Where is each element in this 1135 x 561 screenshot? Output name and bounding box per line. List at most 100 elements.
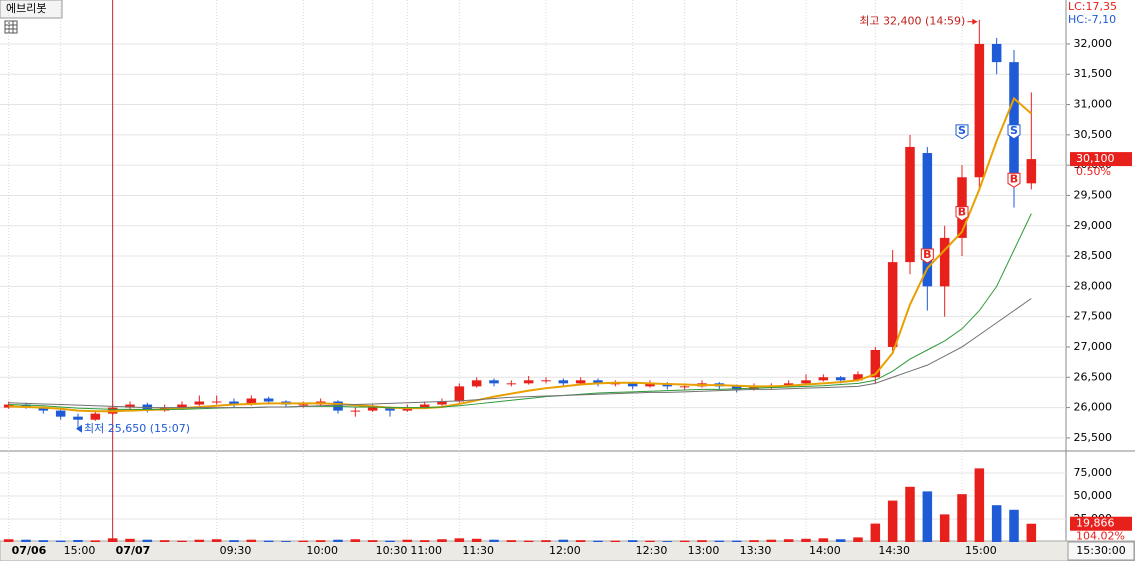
x-tick-label: 10:00: [306, 544, 338, 557]
volume-bar: [991, 505, 1002, 542]
volume-bar: [21, 539, 31, 542]
last-change: 0.50%: [1076, 165, 1111, 178]
volume-bar: [922, 491, 933, 542]
candle-body: [575, 380, 586, 384]
volume-bar: [853, 537, 863, 542]
y-tick-label: 26,500: [1074, 370, 1113, 383]
candle-body: [610, 383, 621, 385]
candle-body: [835, 377, 846, 381]
grid-icon[interactable]: [4, 20, 18, 34]
y-tick-label: 75,000: [1074, 466, 1113, 479]
high-arrowhead: [972, 18, 978, 25]
volume-bar: [939, 514, 950, 542]
candle-body: [974, 43, 985, 178]
candle-body: [437, 401, 447, 405]
volume-bar: [298, 540, 309, 542]
volume-bar: [610, 540, 621, 542]
candle-body: [454, 386, 465, 402]
candle-body: [627, 383, 638, 387]
volume-bar: [333, 539, 343, 542]
candle-body: [229, 401, 239, 405]
volume-bar: [974, 468, 985, 542]
symbol-box[interactable]: [0, 0, 63, 19]
signal-marker: [1007, 124, 1021, 140]
x-tick-label: 15:00: [64, 544, 96, 557]
candle-body: [801, 380, 811, 384]
volume-bar: [957, 494, 967, 542]
volume-bar: [350, 539, 361, 542]
x-tick-label: 11:30: [462, 544, 494, 557]
volume-bar: [385, 540, 395, 542]
volume-bar: [575, 540, 586, 542]
low-arrowhead: [76, 424, 82, 433]
candle-body: [177, 404, 187, 408]
x-tick-label: 13:30: [740, 544, 772, 557]
signal-label: S: [1010, 124, 1018, 137]
candle-body: [211, 401, 222, 403]
y-tick-label: 28,500: [1074, 249, 1113, 262]
volume-bar: [645, 540, 655, 542]
volume-bar: [471, 538, 482, 542]
x-tick-label: 07/07: [116, 544, 151, 557]
volume-bar: [437, 539, 447, 542]
volume-bar: [263, 540, 274, 542]
high-note: 최고 32,400 (14:59): [859, 15, 965, 28]
x-tick-label: 14:30: [878, 544, 910, 557]
volume-bar: [818, 538, 829, 542]
volume-bar: [662, 541, 673, 542]
volume-bar: [211, 539, 222, 542]
signal-marker: [955, 124, 969, 140]
candle-body: [1009, 62, 1019, 184]
volume-bar: [679, 540, 690, 542]
volume-bar: [506, 540, 517, 542]
volume-bar: [731, 540, 742, 542]
y-tick-label: 29,000: [1074, 219, 1113, 232]
candle-body: [645, 383, 655, 387]
last-price-box: [1070, 152, 1132, 167]
volume-bar: [766, 539, 777, 542]
candle-body: [818, 377, 829, 381]
x-tick-label: 10:30: [376, 544, 408, 557]
x-tick-label: 11:00: [410, 544, 442, 557]
signal-label: S: [958, 124, 966, 137]
x-tick-label: 13:00: [688, 544, 720, 557]
candle-body: [194, 401, 205, 405]
signal-label: B: [923, 248, 931, 261]
candle-body: [298, 404, 309, 406]
hc-label: HC:-7,10: [1068, 13, 1116, 26]
y-tick-label: 28,000: [1074, 279, 1113, 292]
candle-body: [419, 404, 430, 408]
y-tick-label: 29,500: [1074, 188, 1113, 201]
volume-bar: [3, 539, 14, 542]
signal-label: B: [1010, 172, 1018, 185]
x-tick-label: 07/06: [12, 544, 47, 557]
y-tick-label: 25,500: [1074, 431, 1113, 444]
volume-bar: [90, 540, 101, 542]
y-tick-label: 30,500: [1074, 128, 1113, 141]
volume-bar: [558, 539, 569, 542]
cursor-time-box: [1067, 541, 1135, 561]
volume-bar: [454, 538, 465, 542]
volume-bar: [870, 523, 881, 542]
x-tick-label: 09:30: [220, 544, 252, 557]
candle-body: [541, 380, 551, 382]
candle-body: [38, 407, 49, 411]
candle-body: [887, 262, 898, 347]
volume-bar: [783, 539, 794, 542]
y-tick-label: 26,000: [1074, 401, 1113, 414]
volume-bar: [142, 539, 153, 542]
symbol: 에브리봇: [6, 2, 46, 15]
candle-body: [523, 380, 534, 384]
y-tick-label: 32,000: [1074, 37, 1113, 50]
candle-body: [471, 380, 482, 387]
candle-body: [558, 380, 569, 384]
volume-bar: [1009, 509, 1019, 542]
candle-body: [90, 413, 101, 420]
moving-average: [8, 213, 1032, 410]
candle-body: [922, 153, 933, 287]
volume-bar: [541, 540, 551, 542]
low-note: 최저 25,650 (15:07): [84, 422, 190, 435]
candle-body: [73, 416, 83, 420]
